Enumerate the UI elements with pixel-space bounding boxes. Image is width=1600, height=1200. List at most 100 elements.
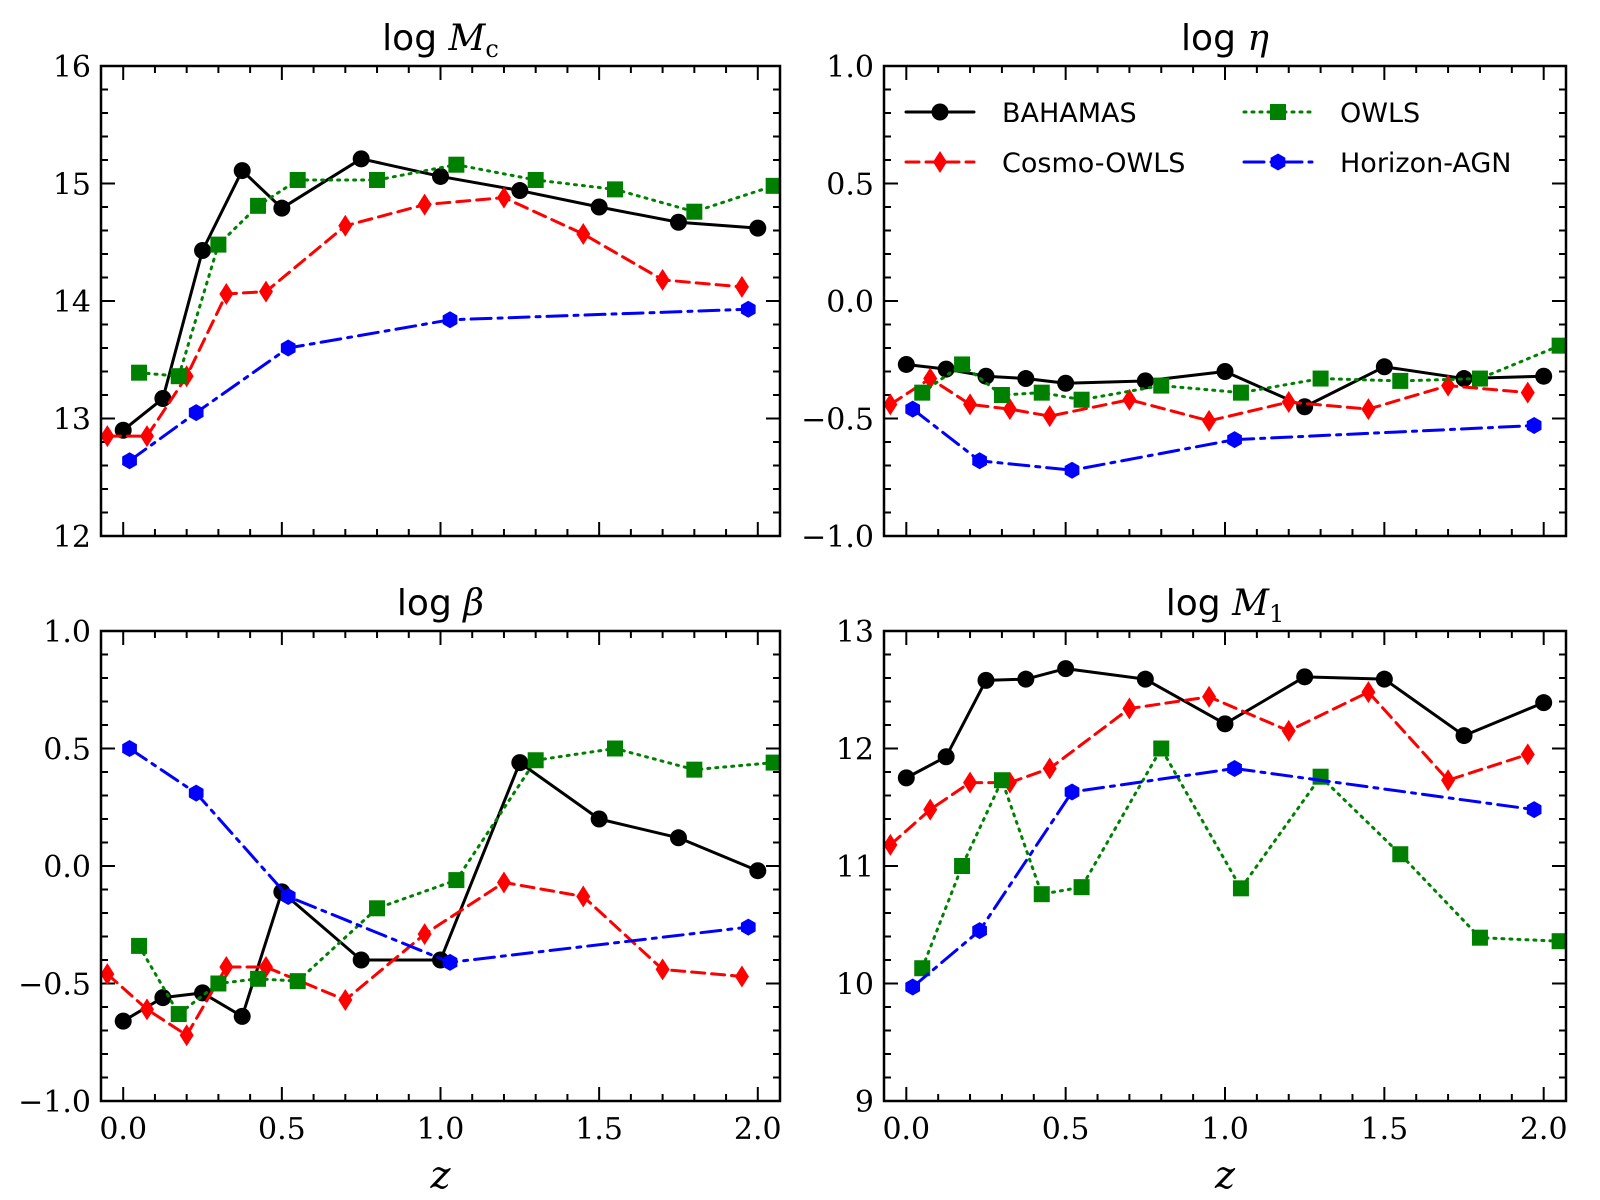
series-line bbox=[920, 747, 1562, 970]
data-point bbox=[1033, 886, 1050, 903]
series-owls bbox=[914, 337, 1566, 408]
data-point bbox=[1216, 715, 1234, 733]
data-point bbox=[1455, 727, 1473, 745]
data-point bbox=[442, 311, 458, 329]
data-point bbox=[1375, 358, 1393, 376]
data-point bbox=[448, 156, 465, 173]
data-point bbox=[686, 203, 703, 220]
data-point bbox=[1281, 391, 1296, 414]
x-tick-label: 1.0 bbox=[1201, 1112, 1249, 1147]
series-owls bbox=[914, 740, 1566, 977]
data-point bbox=[352, 951, 370, 969]
y-tick-label: 15 bbox=[53, 168, 91, 203]
data-point bbox=[496, 186, 511, 209]
series-bahamas bbox=[114, 150, 767, 439]
data-point bbox=[210, 236, 227, 253]
data-point bbox=[1202, 409, 1217, 432]
data-layer bbox=[884, 660, 1566, 996]
data-point bbox=[114, 421, 132, 439]
ticks bbox=[101, 630, 780, 1102]
data-point bbox=[527, 752, 544, 769]
y-tick-label: 9 bbox=[855, 1085, 874, 1120]
panel-title: log Mc bbox=[382, 18, 499, 63]
data-point bbox=[338, 214, 353, 237]
panel-1: log Mc 12 13 14 15 16 bbox=[53, 18, 782, 555]
data-point bbox=[250, 970, 267, 987]
x-tick-label: 2.0 bbox=[734, 1112, 782, 1147]
data-point bbox=[1227, 759, 1242, 777]
data-point bbox=[576, 223, 591, 246]
series-owls bbox=[131, 740, 780, 1023]
data-point bbox=[289, 171, 306, 188]
axes-frame bbox=[882, 629, 1568, 1103]
data-point bbox=[1136, 670, 1154, 688]
data-point bbox=[369, 171, 386, 188]
legend-label: OWLS bbox=[1340, 98, 1420, 129]
data-point bbox=[1073, 391, 1090, 408]
series-horizon-agn bbox=[905, 759, 1542, 996]
data-point bbox=[1057, 374, 1075, 392]
data-point bbox=[1042, 757, 1057, 780]
data-point bbox=[1064, 461, 1080, 479]
legend-label: Cosmo-OWLS bbox=[1002, 148, 1185, 179]
x-tick-label: 0.5 bbox=[1042, 1112, 1090, 1147]
data-point bbox=[607, 740, 624, 757]
data-point bbox=[590, 198, 608, 216]
data-point bbox=[1064, 783, 1080, 801]
data-point bbox=[448, 872, 465, 889]
data-point bbox=[1375, 670, 1393, 688]
data-point bbox=[1002, 398, 1017, 421]
data-point bbox=[937, 360, 955, 378]
data-point bbox=[1057, 660, 1075, 678]
legend-label: BAHAMAS bbox=[1002, 98, 1137, 129]
axes-frame bbox=[882, 64, 1568, 538]
data-point bbox=[1392, 846, 1409, 863]
data-point bbox=[122, 740, 137, 757]
data-point bbox=[1535, 694, 1553, 712]
data-point bbox=[734, 965, 749, 988]
data-point bbox=[1153, 740, 1170, 757]
y-tick-label: 12 bbox=[53, 520, 91, 555]
data-point bbox=[154, 989, 172, 1007]
data-point bbox=[101, 425, 115, 448]
series-cosmo-owls bbox=[101, 186, 749, 448]
data-point bbox=[1281, 719, 1296, 742]
ticks bbox=[884, 65, 1566, 537]
data-point bbox=[1042, 405, 1057, 428]
y-tick-label: 0.5 bbox=[826, 168, 874, 203]
data-point bbox=[250, 197, 267, 214]
data-point bbox=[1471, 370, 1488, 387]
series-line bbox=[137, 747, 776, 1016]
x-axis-label: z bbox=[1214, 1153, 1236, 1197]
data-point bbox=[937, 748, 955, 766]
y-tick-label: 14 bbox=[53, 285, 91, 320]
data-point bbox=[963, 771, 978, 794]
data-point bbox=[765, 177, 780, 194]
y-tick-label: 0.5 bbox=[43, 733, 91, 768]
y-tick-label: 10 bbox=[836, 968, 874, 1003]
data-point bbox=[655, 268, 670, 291]
data-point bbox=[914, 960, 931, 977]
data-point bbox=[734, 275, 749, 298]
data-point bbox=[442, 953, 458, 971]
y-tick-label: 0.0 bbox=[826, 285, 874, 320]
legend-marker bbox=[933, 151, 947, 173]
data-point bbox=[1122, 388, 1137, 411]
data-point bbox=[977, 671, 995, 689]
data-point bbox=[1153, 377, 1170, 394]
data-point bbox=[219, 956, 234, 979]
data-point bbox=[1033, 384, 1050, 401]
x-tick-label: 0.0 bbox=[99, 1112, 147, 1147]
data-point bbox=[669, 829, 687, 847]
data-point bbox=[740, 918, 756, 936]
data-point bbox=[914, 384, 931, 401]
panel-title: log M1 bbox=[1166, 583, 1284, 628]
data-point bbox=[993, 387, 1010, 403]
series-cosmo-owls bbox=[884, 681, 1535, 856]
panel-2: log η −1.0 −0.5 0.0 0.5 1.0 BAHAMAS Cosmo-OWLS O… bbox=[801, 18, 1568, 555]
data-point bbox=[963, 393, 978, 416]
y-tick-label: −0.5 bbox=[801, 403, 874, 438]
data-point bbox=[170, 1006, 187, 1023]
data-point bbox=[417, 193, 432, 216]
